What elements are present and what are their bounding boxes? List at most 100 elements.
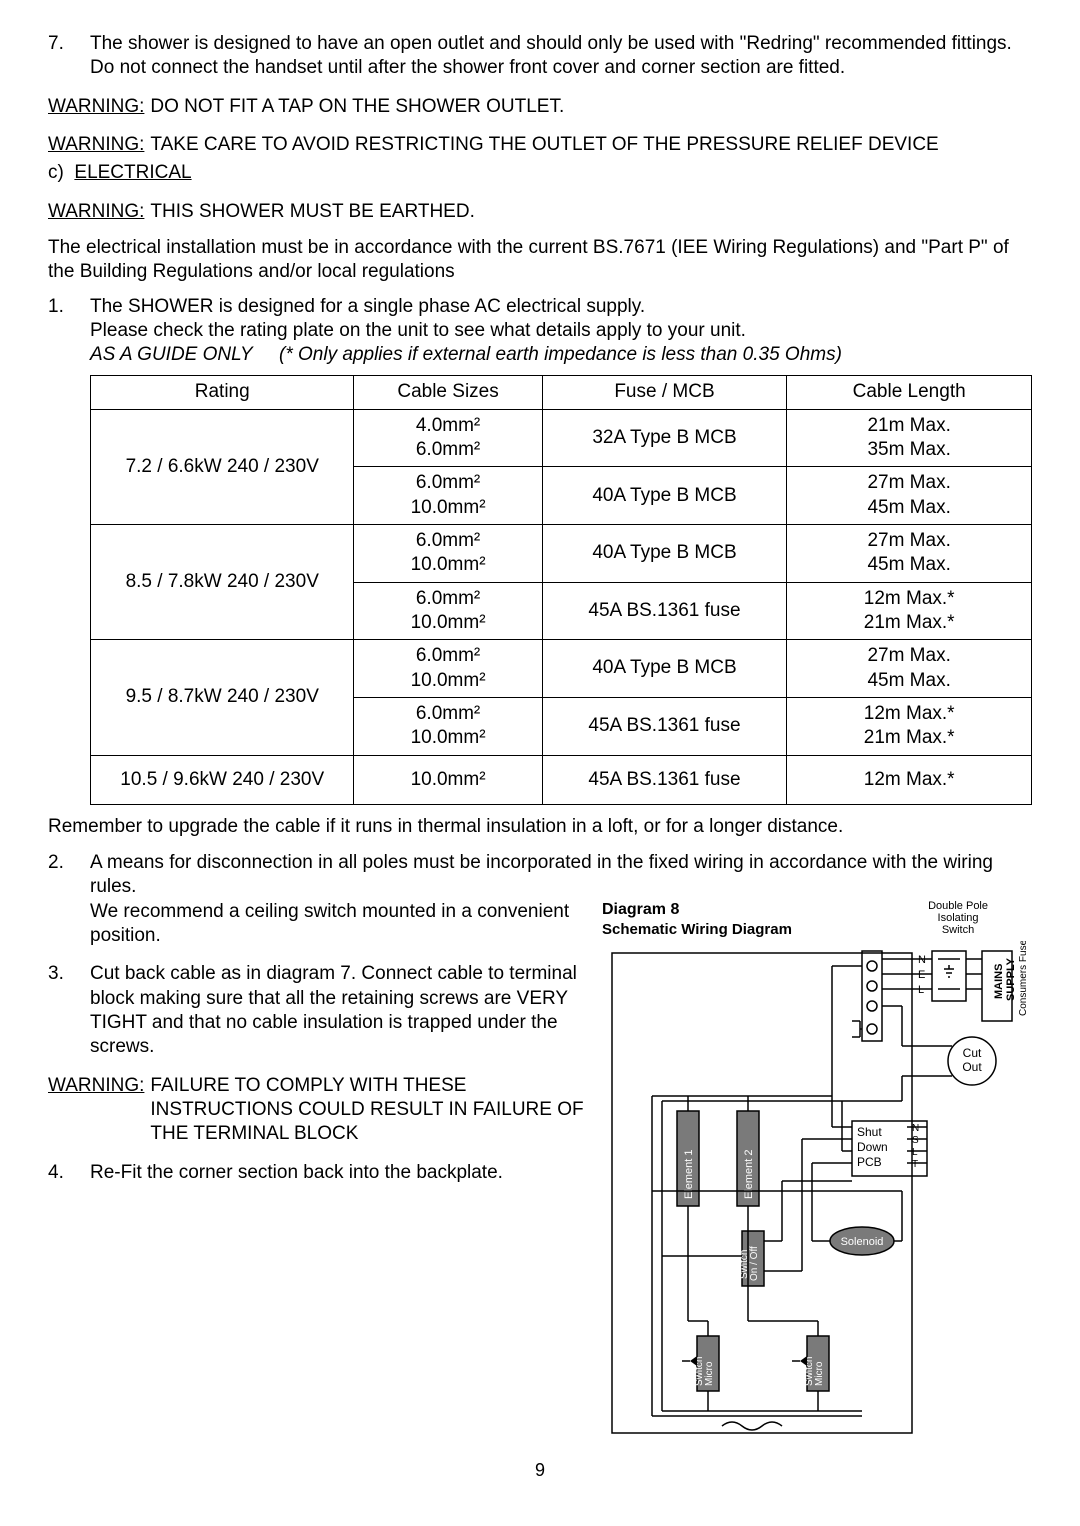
- item-text: Re-Fit the corner section back into the …: [90, 1161, 584, 1185]
- warning-label: WARNING:: [48, 95, 150, 119]
- cell-rating: 7.2 / 6.6kW 240 / 230V: [91, 409, 354, 524]
- diagram-8: Diagram 8 Schematic Wiring Diagram Doubl…: [602, 900, 1032, 1449]
- warning-text: FAILURE TO COMPLY WITH THESE INSTRUCTION…: [150, 1074, 584, 1147]
- cell-sizes: 6.0mm² 10.0mm²: [354, 525, 542, 583]
- warning-text: TAKE CARE TO AVOID RESTRICTING THE OUTLE…: [150, 133, 938, 157]
- list-item-2-line1: 2. A means for disconnection in all pole…: [48, 851, 1032, 900]
- spec-table: Rating Cable Sizes Fuse / MCB Cable Leng…: [90, 375, 1032, 804]
- svg-text:PCB: PCB: [857, 1155, 882, 1169]
- warning-text: THIS SHOWER MUST BE EARTHED.: [150, 200, 474, 224]
- cell-len: 21m Max. 35m Max.: [787, 409, 1032, 467]
- svg-text:SUPPLY: SUPPLY: [1005, 958, 1017, 1002]
- section-c-heading: c) ELECTRICAL: [48, 161, 1032, 185]
- svg-text:N: N: [912, 1123, 919, 1134]
- item-number: 1.: [48, 295, 90, 368]
- svg-text:Solenoid: Solenoid: [841, 1236, 884, 1248]
- col-cable-sizes: Cable Sizes: [354, 376, 542, 409]
- table-row: 7.2 / 6.6kW 240 / 230V 4.0mm² 6.0mm² 32A…: [91, 409, 1032, 467]
- section-label: ELECTRICAL: [74, 162, 191, 183]
- col-fuse-mcb: Fuse / MCB: [542, 376, 787, 409]
- item-text: The shower is designed to have an open o…: [90, 32, 1032, 81]
- col-cable-len: Cable Length: [787, 376, 1032, 409]
- page-number: 9: [48, 1459, 1032, 1482]
- paragraph-upgrade: Remember to upgrade the cable if it runs…: [48, 815, 1032, 839]
- svg-text:MAINS: MAINS: [993, 964, 1005, 999]
- svg-text:L: L: [918, 984, 924, 996]
- diagram-title: Diagram 8: [602, 900, 792, 920]
- cell-rating: 10.5 / 9.6kW 240 / 230V: [91, 755, 354, 804]
- cell-fuse: 40A Type B MCB: [542, 467, 787, 525]
- cell-len: 12m Max.* 21m Max.*: [787, 697, 1032, 755]
- cell-fuse: 40A Type B MCB: [542, 640, 787, 698]
- guide-text: AS A GUIDE ONLY: [90, 344, 253, 365]
- svg-text:E: E: [918, 969, 925, 981]
- list-item-7: 7. The shower is designed to have an ope…: [48, 32, 1032, 81]
- text: The SHOWER is designed for a single phas…: [90, 296, 645, 317]
- paragraph-reg: The electrical installation must be in a…: [48, 236, 1032, 285]
- svg-text:T: T: [912, 1159, 918, 1170]
- table-row: 10.5 / 9.6kW 240 / 230V 10.0mm² 45A BS.1…: [91, 755, 1032, 804]
- spec-table-wrap: Rating Cable Sizes Fuse / MCB Cable Leng…: [90, 375, 1032, 804]
- warning-1: WARNING: DO NOT FIT A TAP ON THE SHOWER …: [48, 95, 1032, 119]
- cell-fuse: 32A Type B MCB: [542, 409, 787, 467]
- svg-text:Micro: Micro: [814, 1362, 825, 1387]
- cell-sizes: 6.0mm² 10.0mm²: [354, 640, 542, 698]
- cell-len: 27m Max. 45m Max.: [787, 525, 1032, 583]
- item-number: 3.: [48, 962, 90, 1059]
- text: Please check the rating plate on the uni…: [90, 320, 746, 341]
- item-text: Cut back cable as in diagram 7. Connect …: [90, 962, 584, 1059]
- two-column-area: We recommend a ceiling switch mounted in…: [48, 900, 1032, 1449]
- item-number: 2.: [48, 851, 90, 900]
- svg-text:S: S: [912, 1135, 919, 1146]
- svg-text:On / Off: On / Off: [749, 1246, 760, 1281]
- cell-sizes: 10.0mm²: [354, 755, 542, 804]
- guide-note: (* Only applies if external earth impeda…: [279, 344, 842, 365]
- svg-text:Down: Down: [857, 1140, 888, 1154]
- text: Do not connect the handset until after t…: [90, 57, 845, 78]
- svg-text:L: L: [912, 1147, 918, 1158]
- col-rating: Rating: [91, 376, 354, 409]
- right-column: Diagram 8 Schematic Wiring Diagram Doubl…: [602, 900, 1032, 1449]
- warning-label: WARNING:: [48, 133, 150, 157]
- svg-text:Consumers Fuse Box: Consumers Fuse Box: [1018, 941, 1029, 1016]
- cell-rating: 9.5 / 8.7kW 240 / 230V: [91, 640, 354, 755]
- cell-fuse: 45A BS.1361 fuse: [542, 755, 787, 804]
- cell-sizes: 6.0mm² 10.0mm²: [354, 582, 542, 640]
- warning-4: WARNING: FAILURE TO COMPLY WITH THESE IN…: [48, 1074, 584, 1147]
- cell-fuse: 45A BS.1361 fuse: [542, 697, 787, 755]
- wiring-diagram-svg: Consumers Fuse Box SUPPLY MAINS: [602, 941, 1032, 1441]
- svg-text:N: N: [918, 954, 926, 966]
- cell-sizes: 6.0mm² 10.0mm²: [354, 697, 542, 755]
- cell-rating: 8.5 / 7.8kW 240 / 230V: [91, 525, 354, 640]
- svg-text:Out: Out: [962, 1060, 982, 1074]
- diagram-subtitle: Schematic Wiring Diagram: [602, 920, 792, 939]
- warning-label: WARNING:: [48, 200, 150, 224]
- warning-text: DO NOT FIT A TAP ON THE SHOWER OUTLET.: [150, 95, 564, 119]
- iso-label: Double Pole: [928, 900, 988, 912]
- item-2-cont: We recommend a ceiling switch mounted in…: [90, 900, 584, 949]
- cell-len: 27m Max. 45m Max.: [787, 640, 1032, 698]
- cell-len: 27m Max. 45m Max.: [787, 467, 1032, 525]
- warning-3: WARNING: THIS SHOWER MUST BE EARTHED.: [48, 200, 1032, 224]
- cell-fuse: 40A Type B MCB: [542, 525, 787, 583]
- cell-len: 12m Max.* 21m Max.*: [787, 582, 1032, 640]
- svg-text:Cut: Cut: [963, 1046, 982, 1060]
- table-row: 8.5 / 7.8kW 240 / 230V 6.0mm² 10.0mm² 40…: [91, 525, 1032, 583]
- list-item-3: 3. Cut back cable as in diagram 7. Conne…: [48, 962, 584, 1059]
- warning-label: WARNING:: [48, 1074, 150, 1147]
- svg-text:Shut: Shut: [857, 1125, 882, 1139]
- warning-2: WARNING: TAKE CARE TO AVOID RESTRICTING …: [48, 133, 1032, 157]
- iso-label: Switch: [942, 924, 974, 936]
- list-item-4: 4. Re-Fit the corner section back into t…: [48, 1161, 584, 1185]
- text: The shower is designed to have an open o…: [90, 33, 1012, 54]
- item-text: The SHOWER is designed for a single phas…: [90, 295, 1032, 368]
- table-row: 9.5 / 8.7kW 240 / 230V 6.0mm² 10.0mm² 40…: [91, 640, 1032, 698]
- iso-label: Isolating: [938, 912, 979, 924]
- cell-sizes: 4.0mm² 6.0mm²: [354, 409, 542, 467]
- item-number: 7.: [48, 32, 90, 81]
- item-number: 4.: [48, 1161, 90, 1185]
- left-column: We recommend a ceiling switch mounted in…: [48, 900, 584, 1191]
- svg-text:Micro: Micro: [704, 1362, 715, 1387]
- cell-sizes: 6.0mm² 10.0mm²: [354, 467, 542, 525]
- cell-len: 12m Max.*: [787, 755, 1032, 804]
